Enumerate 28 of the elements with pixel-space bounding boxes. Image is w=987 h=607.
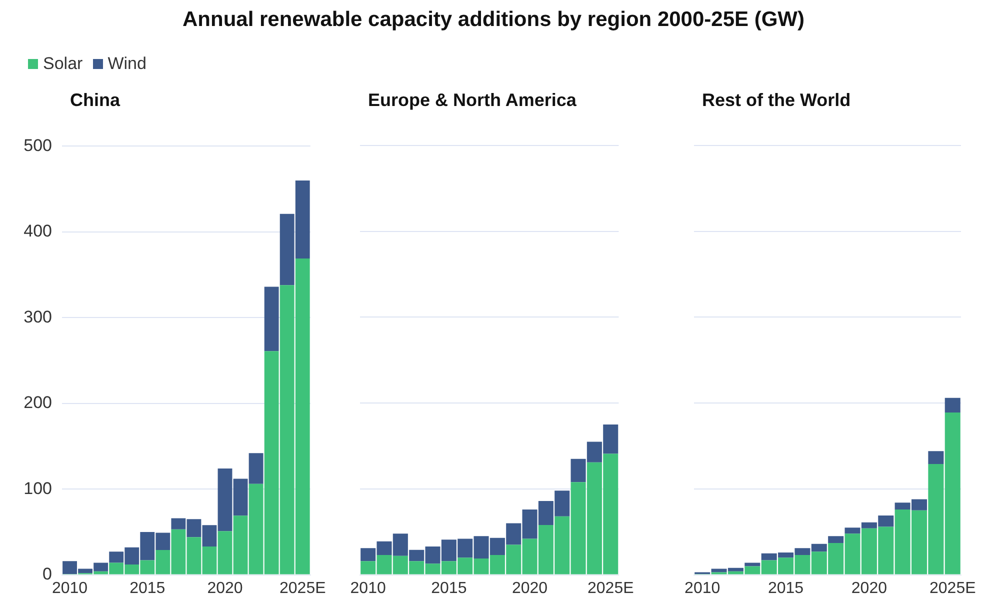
chart-subtitle: Rest of the World [702,90,851,111]
y-tick-label: 0 [42,564,52,584]
bar [928,451,944,464]
y-tick-label: 500 [24,136,52,155]
bar [264,286,279,352]
chart-subtitle: Europe & North America [368,90,576,111]
bar [828,536,844,544]
y-tick-label: 200 [24,393,52,412]
chart-subtitle: China [70,90,120,111]
x-tick-label: 2025E [929,580,976,597]
x-tick-label: 2015 [130,580,166,597]
x-tick-label: 2015 [431,580,467,597]
x-tick-label: 2010 [52,580,88,597]
y-tick-label: 300 [24,307,52,326]
x-tick-label: 2020 [851,580,888,597]
text: Annual renewable capacity additions by region 2000-25E (GW) [182,8,806,32]
y-tick-label: 400 [24,222,52,241]
y-tick-label: 100 [24,478,52,498]
x-tick-label: 2020 [207,580,243,597]
x-tick-label: 2020 [512,580,548,597]
x-tick-label: 2010 [350,580,386,597]
x-tick-label: 2025E [279,580,326,597]
x-tick-label: 2015 [768,580,804,597]
bar [944,398,960,413]
legend-label: Solar [43,54,83,74]
legend-label: Wind [108,54,146,74]
x-tick-label: 2025E [587,580,634,597]
x-tick-label: 2010 [684,580,720,597]
